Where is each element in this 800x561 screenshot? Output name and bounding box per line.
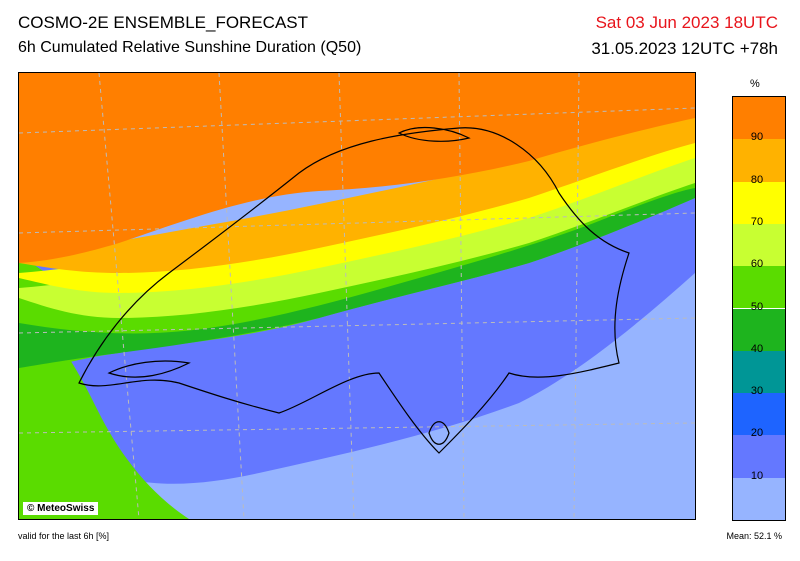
legend-tick-label: 20	[750, 427, 764, 440]
legend-swatch	[733, 477, 785, 520]
legend-swatch	[733, 350, 785, 394]
mean-value: Mean: 52.1 %	[726, 531, 782, 541]
legend-tick-label: 70	[750, 215, 764, 228]
credit-label: © MeteoSwiss	[23, 502, 99, 515]
legend-tick-label: 40	[750, 342, 764, 355]
product-title: 6h Cumulated Relative Sunshine Duration …	[18, 39, 362, 56]
legend-tick-label: 80	[750, 173, 764, 186]
legend-swatch	[733, 393, 785, 436]
run-time: 31.05.2023 12UTC +78h	[591, 39, 778, 58]
legend-swatch	[733, 435, 785, 478]
legend-swatch	[733, 223, 785, 267]
valid-time: Sat 03 Jun 2023 18UTC	[595, 13, 778, 32]
legend-tick-label: 60	[750, 258, 764, 271]
legend-tick-label: 10	[750, 469, 764, 482]
legend-swatch	[733, 139, 785, 182]
validity-note: valid for the last 6h [%]	[18, 531, 110, 541]
legend-unit: %	[750, 78, 760, 90]
forecast-map: © MeteoSwiss	[18, 72, 696, 520]
legend-swatch	[733, 97, 785, 140]
legend-swatch	[733, 308, 785, 351]
legend-tick-label: 30	[750, 385, 764, 398]
forecast-field	[19, 73, 695, 519]
legend-swatch	[733, 181, 785, 224]
color-legend	[732, 96, 786, 521]
legend-tick-label: 50	[750, 300, 764, 313]
legend-swatch	[733, 266, 785, 309]
legend-tick-label: 90	[750, 131, 764, 144]
model-title: COSMO-2E ENSEMBLE_FORECAST	[18, 13, 309, 32]
